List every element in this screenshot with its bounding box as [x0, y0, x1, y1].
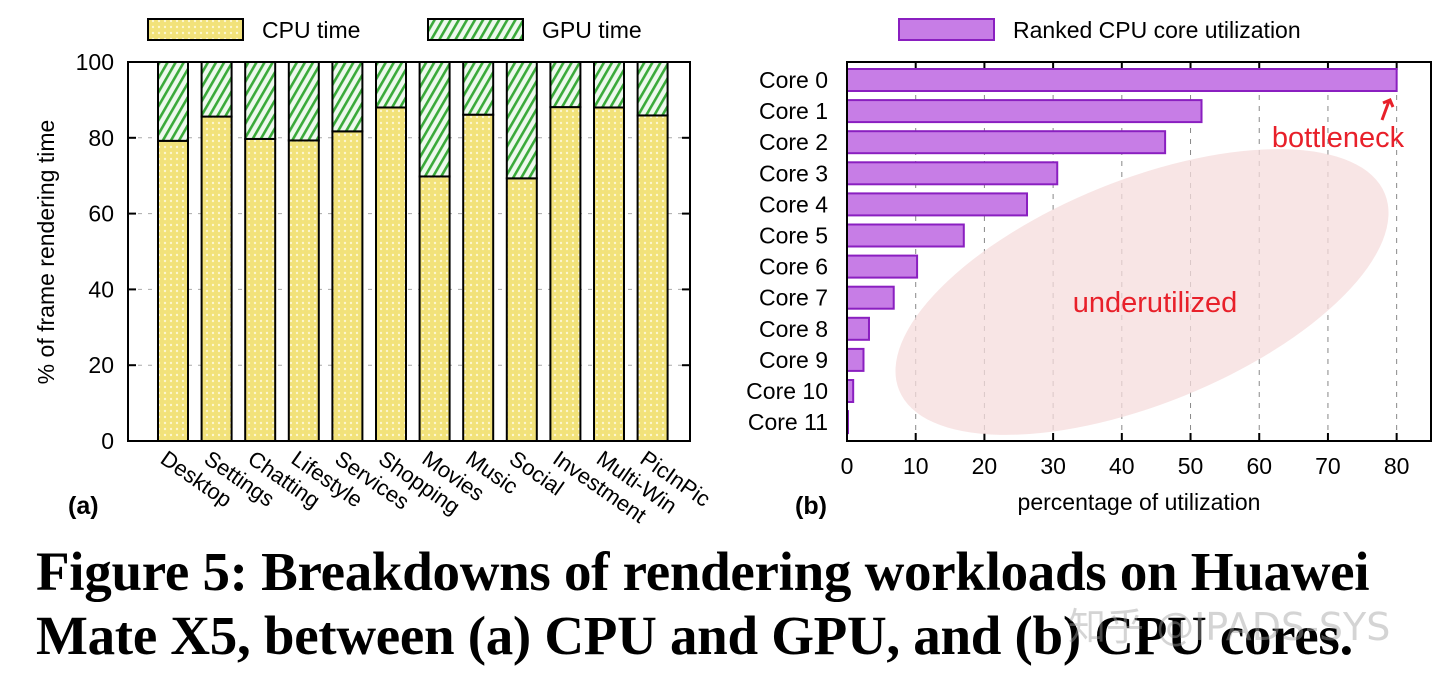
- cpu-bar: [331, 130, 364, 442]
- gpu-bar: [200, 61, 233, 118]
- gpu-bar: [418, 61, 451, 178]
- y-tick-label: 20: [88, 352, 114, 378]
- y-tick-label: 80: [88, 125, 114, 151]
- cpu-bar: [505, 177, 538, 442]
- figure-caption-line-1: Figure 5: Breakdowns of rendering worklo…: [36, 541, 1370, 602]
- gpu-bar: [549, 61, 582, 109]
- gpu-bar: [593, 61, 625, 109]
- legend-swatch-gpu: [427, 18, 524, 41]
- cpu-bar: [375, 106, 407, 442]
- cpu-bar: [549, 106, 582, 442]
- core-bar: [846, 99, 1203, 124]
- y-tick-label: Core 4: [759, 191, 828, 217]
- y-tick-label: Core 9: [759, 347, 828, 373]
- core-bar: [846, 192, 1029, 217]
- y-tick-label: Core 8: [759, 316, 828, 342]
- x-axis-label: percentage of utilization: [1018, 489, 1261, 515]
- cpu-bar: [287, 139, 320, 442]
- cpu-bar: [244, 137, 277, 442]
- annotation-underutilized: underutilized: [1073, 287, 1237, 319]
- x-tick-label: 20: [972, 453, 998, 479]
- y-tick-label: 0: [101, 428, 114, 454]
- cpu-bar: [636, 114, 669, 443]
- core-bar: [846, 316, 870, 341]
- gpu-bar: [157, 61, 189, 142]
- legend-label-gpu: GPU time: [542, 17, 642, 43]
- legend-swatch-cores: [898, 18, 995, 41]
- gpu-bar: [244, 61, 277, 140]
- arrow-icon: [1380, 98, 1395, 121]
- x-tick-label: 0: [841, 453, 854, 479]
- cpu-bar: [157, 139, 189, 442]
- y-tick-label: Core 5: [759, 223, 828, 249]
- y-tick-label: Core 11: [748, 409, 828, 435]
- legend-label-cores: Ranked CPU core utilization: [1013, 17, 1301, 43]
- legend-swatch-cpu: [147, 18, 244, 41]
- underutilized-region: [895, 149, 1389, 435]
- annotation-bottleneck: bottleneck: [1272, 122, 1405, 154]
- core-bar: [846, 347, 865, 372]
- y-tick-label: Core 7: [759, 285, 828, 311]
- figure-caption-line-2: Mate X5, between (a) CPU and GPU, and (b…: [36, 605, 1353, 666]
- core-bar: [846, 68, 1398, 92]
- x-tick-label: 70: [1315, 453, 1341, 479]
- y-tick-label: Core 3: [759, 160, 828, 186]
- cpu-bar: [462, 113, 495, 442]
- x-tick-label: 40: [1109, 453, 1135, 479]
- gpu-bar: [462, 61, 495, 116]
- gpu-bar: [331, 61, 364, 133]
- cpu-bar: [200, 115, 233, 443]
- y-tick-label: 100: [76, 49, 114, 75]
- y-tick-label: 60: [88, 201, 114, 227]
- y-tick-label: 40: [88, 276, 114, 302]
- core-bar: [846, 254, 919, 279]
- cpu-bar: [593, 106, 625, 442]
- watermark: 知乎 @IPADS-SYS: [1068, 605, 1391, 649]
- gpu-bar: [636, 61, 669, 117]
- y-tick-label: Core 6: [759, 254, 828, 280]
- gpu-bar: [287, 61, 320, 142]
- core-bar: [846, 223, 965, 248]
- plot-frame: [127, 61, 691, 442]
- y-tick-label: Core 2: [759, 129, 828, 155]
- core-bar: [846, 285, 895, 310]
- y-tick-label: Core 10: [746, 378, 828, 404]
- core-bar: [846, 130, 1167, 155]
- plot-frame: [846, 61, 1432, 442]
- y-tick-label: Core 1: [759, 98, 828, 124]
- y-axis-label: % of frame rendering time: [33, 120, 59, 385]
- gpu-bar: [505, 61, 538, 180]
- core-bar: [846, 161, 1059, 186]
- cpu-bar: [418, 175, 451, 442]
- panel-label: (b): [795, 492, 827, 520]
- figure-charts: 020406080100DesktopSettingsChattingLifes…: [33, 17, 1432, 528]
- x-tick-label: 10: [903, 453, 929, 479]
- y-tick-label: Core 0: [759, 67, 828, 93]
- panel-label: (a): [68, 492, 99, 520]
- x-tick-label: 30: [1040, 453, 1066, 479]
- x-tick-label: 60: [1246, 453, 1272, 479]
- legend-label-cpu: CPU time: [262, 17, 360, 43]
- x-tick-label: 80: [1384, 453, 1410, 479]
- x-tick-label: 50: [1178, 453, 1204, 479]
- gpu-bar: [375, 61, 407, 109]
